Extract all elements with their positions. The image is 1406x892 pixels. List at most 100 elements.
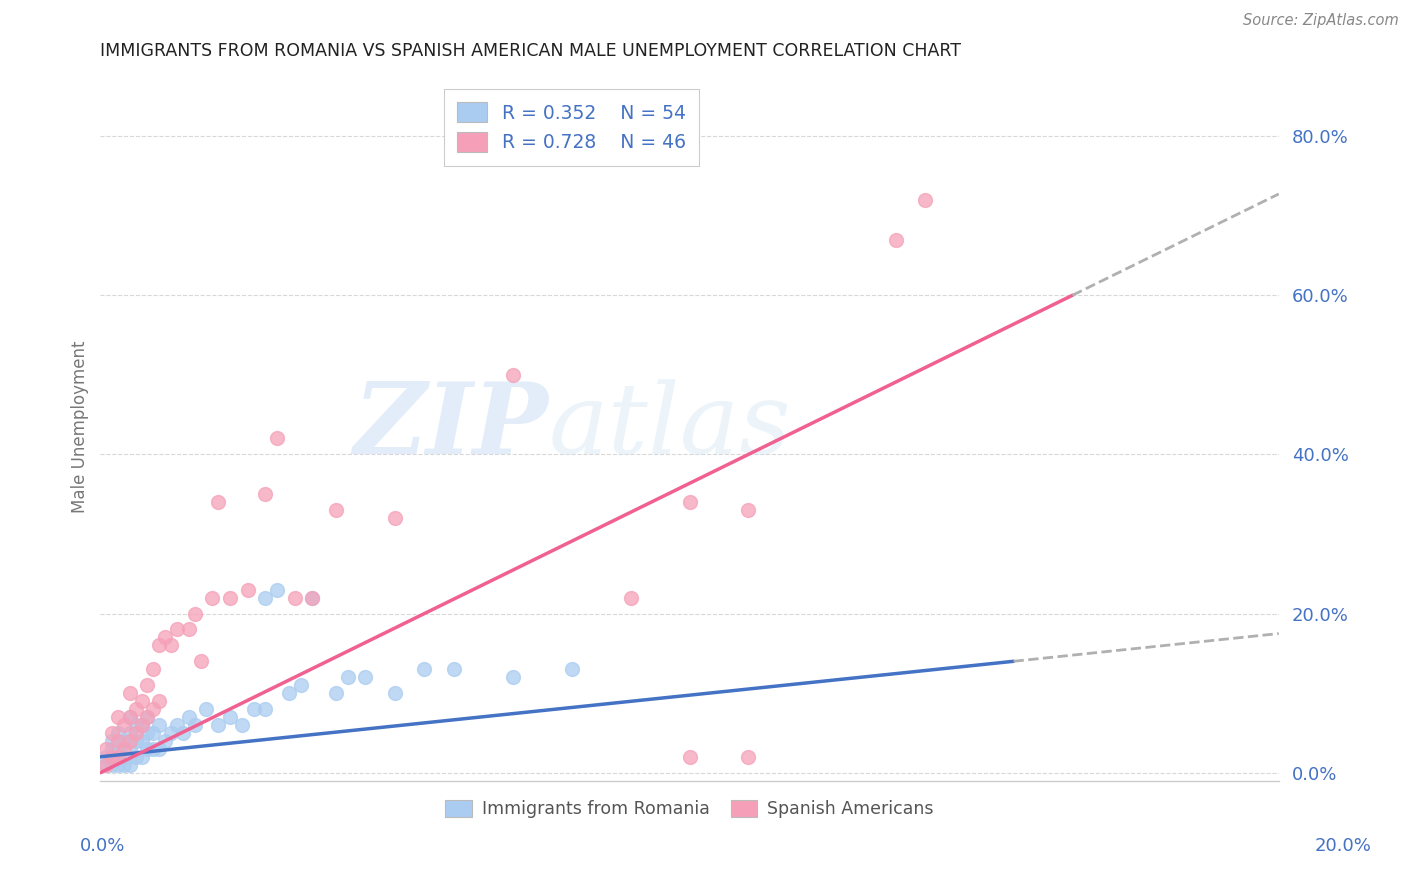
Point	[131, 749, 153, 764]
Point	[142, 726, 165, 740]
Point	[125, 726, 148, 740]
Point	[153, 631, 176, 645]
Point	[107, 757, 129, 772]
Point	[112, 749, 135, 764]
Point	[107, 749, 129, 764]
Point	[142, 702, 165, 716]
Point	[136, 726, 159, 740]
Point	[183, 607, 205, 621]
Point	[131, 694, 153, 708]
Point	[118, 710, 141, 724]
Point	[207, 495, 229, 509]
Point	[136, 741, 159, 756]
Point	[561, 662, 583, 676]
Point	[118, 726, 141, 740]
Text: 20.0%: 20.0%	[1315, 837, 1371, 855]
Point	[166, 718, 188, 732]
Text: Source: ZipAtlas.com: Source: ZipAtlas.com	[1243, 13, 1399, 29]
Text: atlas: atlas	[548, 379, 792, 475]
Point	[231, 718, 253, 732]
Point	[254, 702, 277, 716]
Point	[290, 678, 312, 692]
Text: IMMIGRANTS FROM ROMANIA VS SPANISH AMERICAN MALE UNEMPLOYMENT CORRELATION CHART: IMMIGRANTS FROM ROMANIA VS SPANISH AMERI…	[100, 42, 962, 60]
Point	[148, 639, 170, 653]
Point	[112, 741, 135, 756]
Point	[142, 662, 165, 676]
Point	[125, 749, 148, 764]
Point	[148, 741, 170, 756]
Point	[266, 582, 288, 597]
Point	[207, 718, 229, 732]
Point	[101, 749, 124, 764]
Point	[96, 749, 118, 764]
Point	[96, 757, 118, 772]
Point	[254, 487, 277, 501]
Point	[678, 749, 700, 764]
Point	[107, 734, 129, 748]
Point	[112, 757, 135, 772]
Point	[118, 741, 141, 756]
Point	[413, 662, 436, 676]
Point	[107, 710, 129, 724]
Point	[112, 734, 135, 748]
Point	[96, 741, 118, 756]
Point	[118, 686, 141, 700]
Point	[125, 702, 148, 716]
Point	[136, 710, 159, 724]
Point	[301, 591, 323, 605]
Point	[101, 726, 124, 740]
Text: 0.0%: 0.0%	[80, 837, 125, 855]
Point	[236, 582, 259, 597]
Point	[325, 686, 347, 700]
Point	[160, 726, 183, 740]
Point	[201, 591, 224, 605]
Point	[502, 670, 524, 684]
Point	[107, 741, 129, 756]
Point	[737, 503, 759, 517]
Point	[219, 591, 242, 605]
Text: ZIP: ZIP	[353, 378, 548, 475]
Point	[620, 591, 643, 605]
Point	[131, 718, 153, 732]
Point	[112, 718, 135, 732]
Point	[301, 591, 323, 605]
Point	[502, 368, 524, 382]
Point	[325, 503, 347, 517]
Point	[101, 757, 124, 772]
Point	[884, 233, 907, 247]
Point	[118, 734, 141, 748]
Point	[177, 710, 200, 724]
Point	[443, 662, 465, 676]
Point	[219, 710, 242, 724]
Point	[96, 757, 118, 772]
Point	[266, 432, 288, 446]
Point	[142, 741, 165, 756]
Point	[148, 694, 170, 708]
Point	[107, 726, 129, 740]
Point	[136, 678, 159, 692]
Point	[118, 710, 141, 724]
Point	[160, 639, 183, 653]
Legend: Immigrants from Romania, Spanish Americans: Immigrants from Romania, Spanish America…	[439, 793, 941, 825]
Point	[384, 686, 406, 700]
Y-axis label: Male Unemployment: Male Unemployment	[72, 340, 89, 513]
Point	[242, 702, 264, 716]
Point	[166, 623, 188, 637]
Point	[101, 741, 124, 756]
Point	[277, 686, 299, 700]
Point	[384, 511, 406, 525]
Point	[678, 495, 700, 509]
Point	[172, 726, 194, 740]
Point	[914, 193, 936, 207]
Point	[195, 702, 218, 716]
Point	[177, 623, 200, 637]
Point	[136, 710, 159, 724]
Point	[737, 749, 759, 764]
Point	[148, 718, 170, 732]
Point	[190, 654, 212, 668]
Point	[125, 734, 148, 748]
Point	[131, 734, 153, 748]
Point	[118, 757, 141, 772]
Point	[153, 734, 176, 748]
Point	[254, 591, 277, 605]
